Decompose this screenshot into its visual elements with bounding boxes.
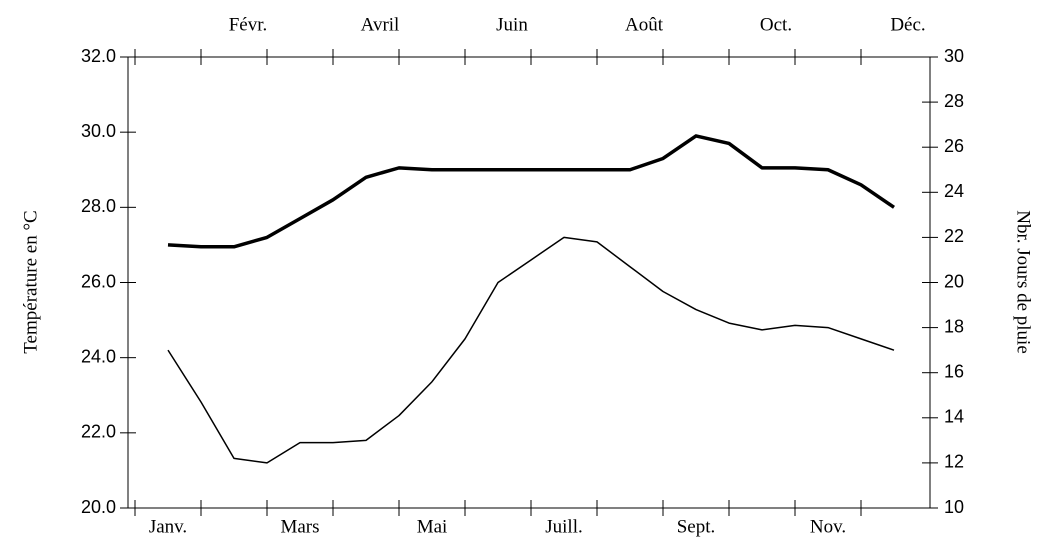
y2-tick-label: 30 [944,46,964,66]
y-tick-label: 28.0 [81,196,116,216]
plot-frame [127,56,931,509]
x2-tick-label: Déc. [890,14,925,35]
y-axis-title: Température en °C [20,210,41,353]
y-tick-label: 30.0 [81,121,116,141]
y-tick-label: 24.0 [81,346,116,366]
y2-tick-label: 26 [944,136,964,156]
y2-tick-label: 18 [944,316,964,336]
y2-tick-label: 28 [944,91,964,111]
x2-tick-label: Févr. [229,14,268,35]
y2-tick-label: 10 [944,497,964,517]
x2-tick-label: Juin [496,14,528,35]
x-tick-label: Nov. [810,516,846,537]
x-tick-label: Sept. [677,516,716,537]
x-tick-label: Mars [280,516,319,537]
x-tick-label: Janv. [149,516,187,537]
x2-tick-label: Oct. [760,14,792,35]
y2-tick-label: 24 [944,181,964,201]
y2-tick-label: 12 [944,452,964,472]
x2-tick-label: Août [625,14,664,35]
y-tick-label: 20.0 [81,497,116,517]
y2-tick-label: 22 [944,226,964,246]
y-tick-label: 22.0 [81,422,116,442]
y-tick-label: 32.0 [81,46,116,66]
line-series [167,134,895,249]
y2-tick-label: 20 [944,271,964,291]
x-tick-label: Mai [417,516,448,537]
line-series [167,236,895,464]
x-tick-label: Juill. [545,516,582,537]
x2-tick-label: Avril [361,14,400,35]
y2-axis-title: Nbr. Jours de pluie [1013,210,1034,354]
y-tick-label: 26.0 [81,271,116,291]
y2-tick-label: 16 [944,361,964,381]
y2-tick-label: 14 [944,407,964,427]
